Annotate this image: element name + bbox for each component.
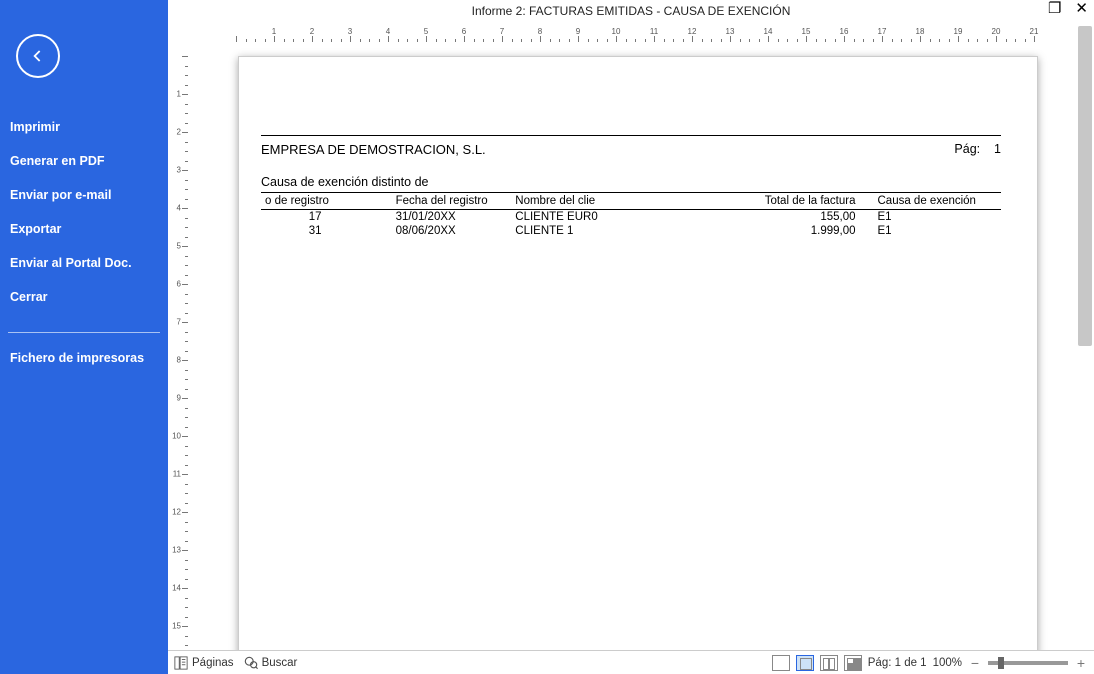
table-cell: 31/01/20XX	[392, 210, 512, 225]
col-registro: o de registro	[261, 193, 392, 210]
report-subtitle: Causa de exención distinto de	[261, 175, 1001, 189]
table-cell: 08/06/20XX	[392, 224, 512, 238]
search-label: Buscar	[262, 657, 298, 669]
page-number: 1	[994, 142, 1001, 156]
table-row: 1731/01/20XXCLIENTE EUR0155,00E1	[261, 210, 1001, 225]
pages-panel-button[interactable]: Páginas	[174, 656, 234, 670]
search-button[interactable]: Buscar	[244, 656, 298, 670]
view-mode-1[interactable]	[772, 655, 790, 671]
zoom-in-button[interactable]: +	[1074, 655, 1088, 671]
report-header: EMPRESA DE DEMOSTRACION, S.L. Pág: 1	[261, 135, 1001, 157]
close-button[interactable]: ✕	[1075, 2, 1088, 16]
view-mode-3[interactable]	[820, 655, 838, 671]
report-table: o de registro Fecha del registro Nombre …	[261, 192, 1001, 238]
window-title: Informe 2: FACTURAS EMITIDAS - CAUSA DE …	[472, 4, 791, 18]
statusbar-left: Páginas Buscar	[174, 656, 297, 670]
sidebar-item-email[interactable]: Enviar por e-mail	[0, 178, 168, 212]
search-icon	[244, 656, 258, 670]
view-mode-2[interactable]	[796, 655, 814, 671]
table-cell: 17	[261, 210, 392, 225]
window-controls: ❐ ✕	[1048, 2, 1088, 16]
report-page: EMPRESA DE DEMOSTRACION, S.L. Pág: 1 Cau…	[238, 56, 1038, 650]
app-root: Imprimir Generar en PDF Enviar por e-mai…	[0, 0, 1094, 674]
table-cell: E1	[860, 210, 1002, 225]
col-fecha: Fecha del registro	[392, 193, 512, 210]
zoom-slider[interactable]	[988, 661, 1068, 665]
table-cell: E1	[860, 224, 1002, 238]
pages-icon	[174, 656, 188, 670]
main-area: Informe 2: FACTURAS EMITIDAS - CAUSA DE …	[168, 0, 1094, 674]
sidebar-item-close[interactable]: Cerrar	[0, 280, 168, 314]
statusbar-right: Pág: 1 de 1 100% − +	[772, 655, 1088, 671]
sidebar-divider	[8, 332, 160, 333]
statusbar: Páginas Buscar Pág: 1 de 1 100% − +	[168, 650, 1094, 674]
maximize-button[interactable]: ❐	[1048, 2, 1061, 16]
document-body: 12345678910111213141516 EMPRESA DE DEMOS…	[168, 42, 1094, 650]
page-label-prefix: Pág:	[954, 142, 980, 156]
table-header-row: o de registro Fecha del registro Nombre …	[261, 193, 1001, 210]
table-cell: CLIENTE 1	[511, 224, 729, 238]
titlebar: Informe 2: FACTURAS EMITIDAS - CAUSA DE …	[168, 0, 1094, 22]
table-cell: CLIENTE EUR0	[511, 210, 729, 225]
horizontal-ruler: 123456789101112131415161718192021	[188, 22, 1094, 42]
sidebar: Imprimir Generar en PDF Enviar por e-mai…	[0, 0, 168, 674]
table-row: 3108/06/20XXCLIENTE 11.999,00E1	[261, 224, 1001, 238]
table-cell: 1.999,00	[729, 224, 860, 238]
zoom-out-button[interactable]: −	[968, 655, 982, 671]
view-mode-4[interactable]	[844, 655, 862, 671]
document-canvas[interactable]: EMPRESA DE DEMOSTRACION, S.L. Pág: 1 Cau…	[188, 42, 1094, 650]
sidebar-menu: Imprimir Generar en PDF Enviar por e-mai…	[0, 110, 168, 375]
zoom-value: 100%	[933, 657, 962, 669]
col-causa: Causa de exención	[860, 193, 1002, 210]
vertical-scrollbar[interactable]	[1078, 42, 1092, 346]
page-label: Pág: 1	[954, 142, 1001, 157]
table-cell: 31	[261, 224, 392, 238]
page-info: Pág: 1 de 1	[868, 657, 927, 669]
back-button[interactable]	[16, 34, 60, 78]
arrow-left-icon	[28, 46, 48, 66]
col-cliente: Nombre del clie	[511, 193, 729, 210]
pages-label: Páginas	[192, 657, 234, 669]
col-total: Total de la factura	[729, 193, 860, 210]
vertical-ruler: 12345678910111213141516	[168, 42, 188, 650]
sidebar-item-printers[interactable]: Fichero de impresoras	[0, 341, 168, 375]
zoom-slider-knob[interactable]	[998, 657, 1004, 669]
sidebar-item-portal[interactable]: Enviar al Portal Doc.	[0, 246, 168, 280]
table-cell: 155,00	[729, 210, 860, 225]
company-name: EMPRESA DE DEMOSTRACION, S.L.	[261, 142, 486, 157]
sidebar-item-print[interactable]: Imprimir	[0, 110, 168, 144]
sidebar-item-export[interactable]: Exportar	[0, 212, 168, 246]
sidebar-item-pdf[interactable]: Generar en PDF	[0, 144, 168, 178]
